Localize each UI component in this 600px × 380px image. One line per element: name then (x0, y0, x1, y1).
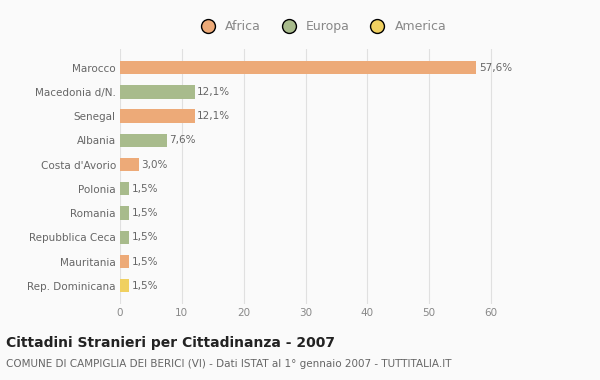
Bar (120, 134, 167, 147)
Text: COMUNE DI CAMPIGLIA DEI BERICI (VI) - Dati ISTAT al 1° gennaio 2007 - TUTTITALIA: COMUNE DI CAMPIGLIA DEI BERICI (VI) - Da… (6, 359, 452, 369)
Text: 12,1%: 12,1% (197, 111, 230, 121)
Text: 1,5%: 1,5% (132, 281, 158, 291)
Bar (120, 109, 195, 123)
Text: 1,5%: 1,5% (132, 232, 158, 242)
Bar (120, 61, 476, 74)
Text: 3,0%: 3,0% (141, 160, 167, 169)
Text: 7,6%: 7,6% (169, 135, 196, 145)
Text: 1,5%: 1,5% (132, 208, 158, 218)
Legend: Africa, Europa, America: Africa, Europa, America (195, 20, 447, 33)
Text: 57,6%: 57,6% (479, 63, 512, 73)
Text: 1,5%: 1,5% (132, 184, 158, 194)
Bar (120, 231, 129, 244)
Text: 12,1%: 12,1% (197, 87, 230, 97)
Bar (120, 255, 129, 268)
Text: Cittadini Stranieri per Cittadinanza - 2007: Cittadini Stranieri per Cittadinanza - 2… (6, 336, 335, 350)
Text: 1,5%: 1,5% (132, 256, 158, 266)
Bar (120, 85, 195, 98)
Bar (120, 279, 129, 293)
Bar (120, 158, 139, 171)
Bar (120, 206, 129, 220)
Bar (120, 182, 129, 195)
